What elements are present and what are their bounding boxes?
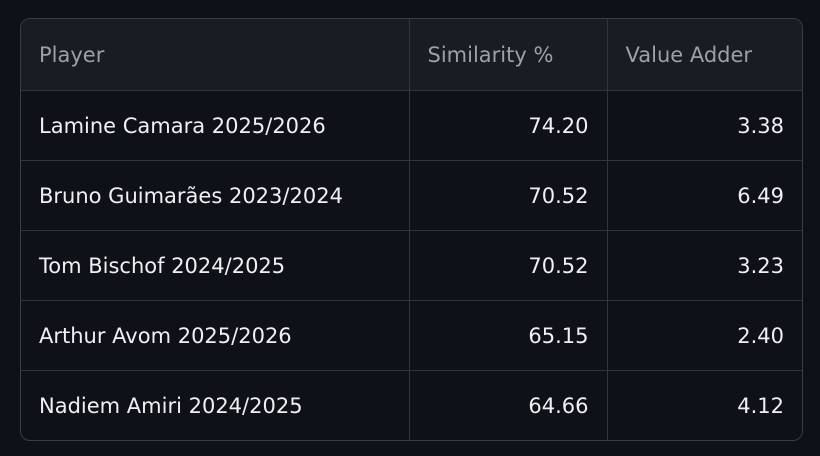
numeric-cell: 2.40 — [607, 300, 802, 371]
table-row: Arthur Avom 2025/2026 65.15 2.40 — [21, 300, 802, 371]
column-header: Similarity % — [409, 19, 608, 91]
numeric-cell: 64.66 — [409, 370, 608, 440]
table-row: Tom Bischof 2024/2025 70.52 3.23 — [21, 230, 802, 301]
table-row: Lamine Camara 2025/2026 74.20 3.38 — [21, 90, 802, 161]
numeric-cell: 70.52 — [409, 160, 608, 231]
player-cell: Bruno Guimarães 2023/2024 — [21, 160, 410, 231]
numeric-cell: 3.38 — [607, 90, 802, 161]
player-cell: Arthur Avom 2025/2026 — [21, 300, 410, 371]
numeric-cell: 65.15 — [409, 300, 608, 371]
numeric-cell: 3.23 — [607, 230, 802, 301]
player-cell: Lamine Camara 2025/2026 — [21, 90, 410, 161]
numeric-cell: 4.12 — [737, 393, 784, 418]
player-cell: Nadiem Amiri 2024/2025 — [21, 370, 410, 440]
table-row: Nadiem Amiri 2024/2025 64.66 4.12 — [21, 370, 802, 440]
numeric-cell: 70.52 — [409, 230, 608, 301]
header-row: Player Similarity % Value Adder — [21, 19, 802, 91]
data-table: Player Similarity % Value Adder Lamine Cam… — [21, 19, 802, 440]
numeric-cell: 74.20 — [409, 90, 608, 161]
column-header: Value Adder — [607, 19, 802, 91]
data-table-frame: Player Similarity % Value Adder Lamine Cam… — [20, 18, 803, 441]
table-row: Bruno Guimarães 2023/2024 70.52 6.49 — [21, 160, 802, 231]
column-header: Player — [21, 19, 410, 91]
player-cell: Tom Bischof 2024/2025 — [21, 230, 410, 301]
numeric-cell: 6.49 — [607, 160, 802, 231]
